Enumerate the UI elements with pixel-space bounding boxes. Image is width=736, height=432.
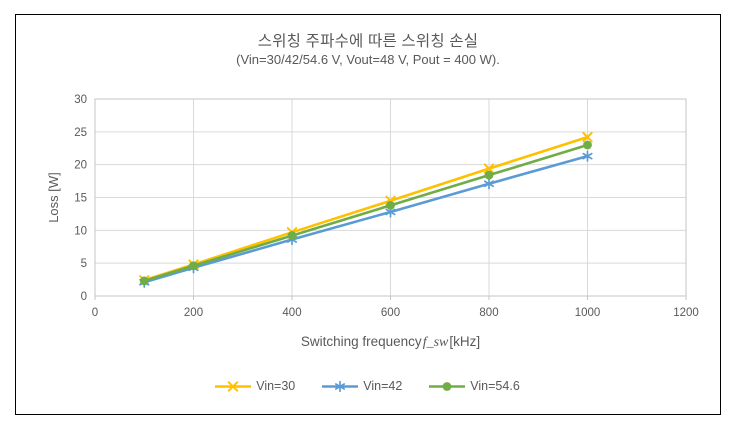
marker-asterisk [483, 180, 495, 188]
y-axis-title: Loss [W] [46, 172, 61, 223]
x-tick-label: 400 [282, 307, 301, 319]
x-tick-label: 200 [184, 307, 203, 319]
series-vin-42 [139, 150, 593, 288]
legend-item-vin-30: Vin=30 [214, 379, 295, 393]
y-tick-label: 30 [74, 94, 87, 106]
x-axis-title-symbol: f_sw [422, 335, 449, 350]
x-tick-label: 600 [381, 307, 400, 319]
series-line [142, 154, 589, 284]
legend-item-vin-42: Vin=42 [321, 379, 402, 393]
legend: Vin=30 Vin=42 Vin=54.6 [15, 379, 719, 393]
marker-x [228, 380, 239, 392]
x-tick-label: 1000 [575, 307, 601, 319]
y-tick-label: 25 [74, 127, 87, 139]
marker-x [582, 131, 593, 143]
marker-circle [484, 170, 494, 180]
legend-swatch [429, 381, 466, 391]
x-axis-title-text: Switching frequency [300, 334, 422, 349]
marker-asterisk [385, 208, 396, 216]
series-vin-54.6 [139, 140, 592, 286]
legend-label: Vin=54.6 [470, 379, 520, 393]
marker-circle [583, 140, 592, 150]
series-line [142, 143, 589, 283]
marker-circle [386, 200, 395, 210]
y-tick-label: 20 [74, 160, 87, 172]
chart-title: 스위칭 주파수에 따른 스위칭 손실 [257, 33, 479, 50]
marker-circle [189, 261, 198, 271]
legend-label: Vin=30 [256, 379, 296, 393]
marker-circle [287, 231, 297, 240]
x-tick-label: 0 [92, 307, 98, 319]
marker-circle [139, 276, 149, 286]
marker-x [483, 163, 495, 174]
chart-frame [15, 14, 721, 415]
legend-swatch [215, 380, 252, 392]
x-axis-title-unit: [kHz] [449, 334, 481, 349]
x-tick-label: 1200 [673, 307, 699, 319]
x-tick-label: 800 [479, 307, 498, 319]
y-tick-label: 5 [81, 258, 87, 270]
y-tick-label: 10 [74, 225, 87, 237]
legend-swatch [322, 380, 359, 392]
legend-item-vin-54.6: Vin=54.6 [428, 379, 520, 393]
y-tick-label: 0 [81, 291, 87, 303]
x-axis-title: Switching frequency f_sw [kHz] [95, 334, 686, 351]
legend-label: Vin=42 [363, 379, 403, 393]
marker-asterisk [335, 382, 346, 390]
chart-subtitle: (Vin=30/42/54.6 V, Vout=48 V, Pout = 400… [236, 52, 500, 67]
marker-circle [442, 381, 452, 391]
marker-asterisk [582, 152, 593, 160]
series-line [142, 135, 589, 282]
y-tick-label: 15 [74, 193, 87, 205]
